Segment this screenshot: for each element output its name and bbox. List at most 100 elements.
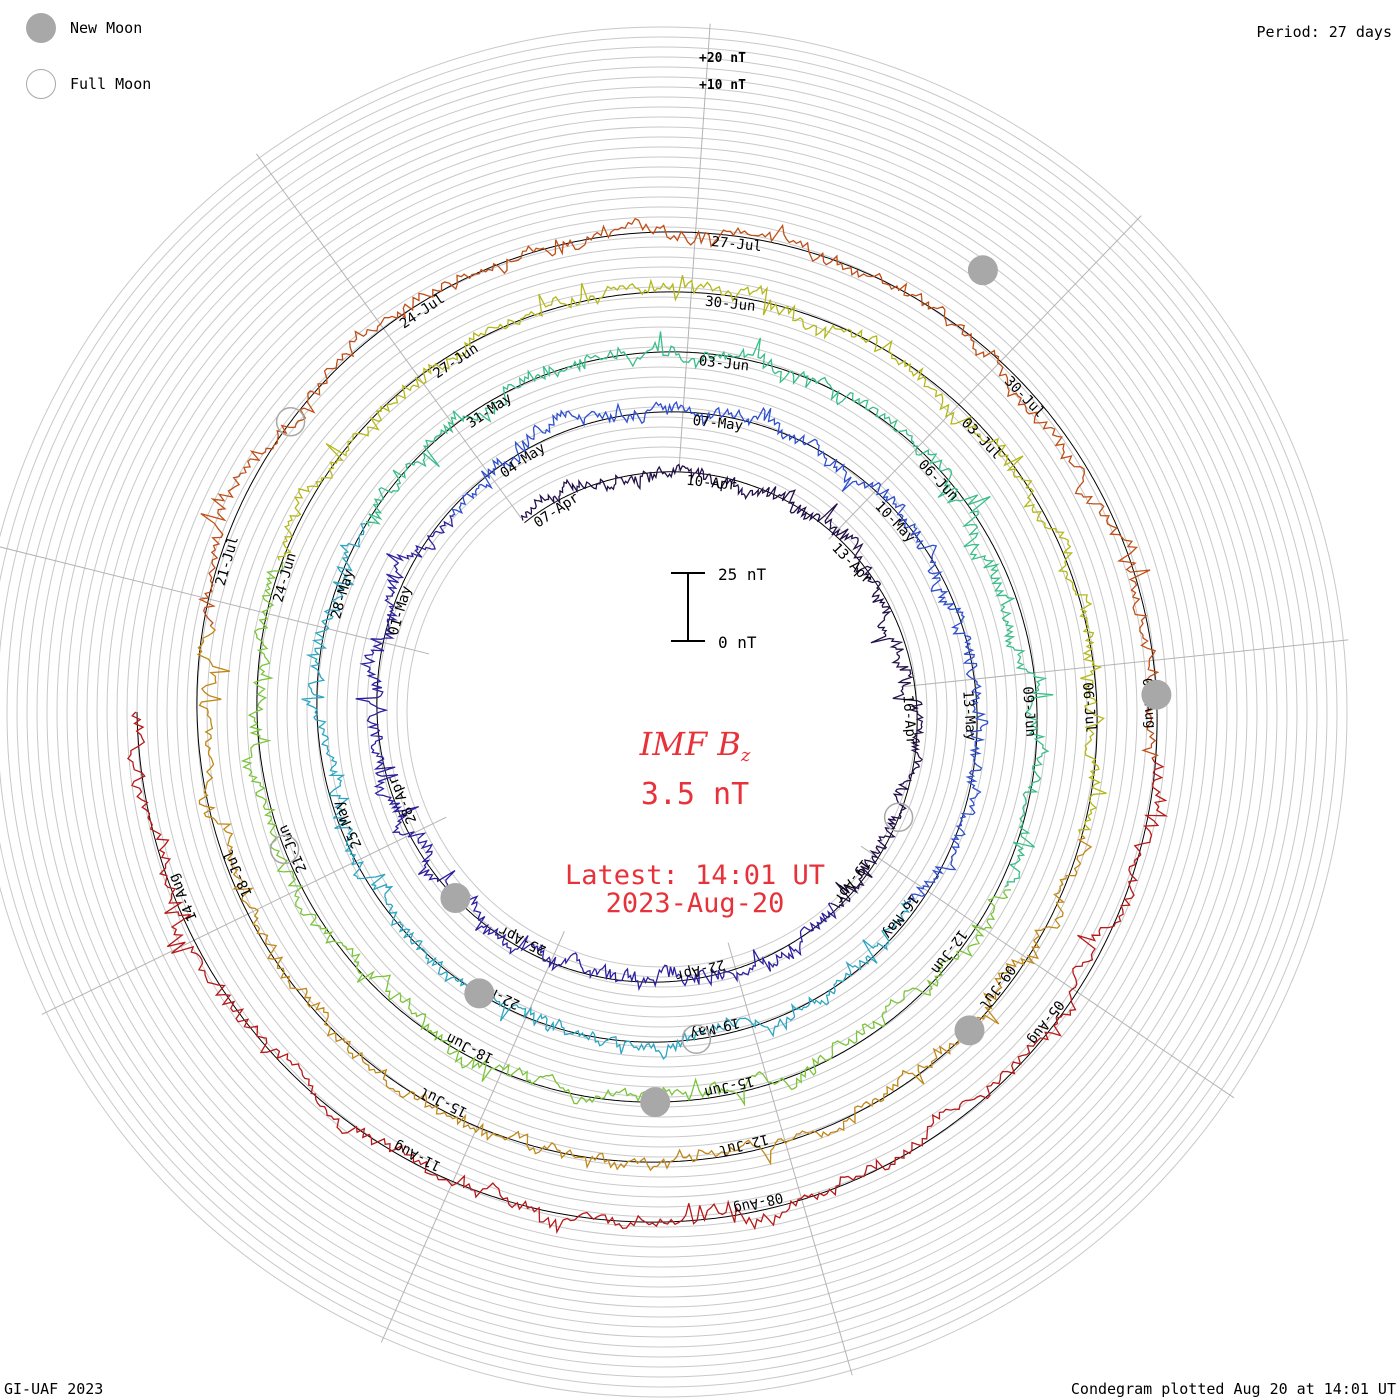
data-series-segment [365,331,1054,888]
grid-circle [156,206,1168,1218]
date-label: 18-Jun [444,1030,496,1067]
legend-full-moon: Full Moon [26,69,151,99]
full-moon-marker [883,802,914,833]
grid-circle [356,406,968,1018]
grid-spoke [900,639,1349,688]
data-series-segment [520,463,925,909]
grid-circle [236,286,1088,1138]
date-label: 19-May [688,1014,741,1042]
grid-circle [16,66,1308,1358]
new-moon-marker [1141,679,1172,710]
date-label: 09-Jun [1019,686,1038,738]
grid-circle [0,46,1328,1378]
grid-circle [186,236,1138,1188]
grid-circle [386,436,938,988]
moon-markers-layer [269,255,1172,1118]
date-label: 16-Apr [899,694,918,746]
date-label: 12-Jul [717,1131,770,1159]
grid-circle [306,356,1018,1068]
chart-title: IMF Bz [0,725,1390,766]
data-series-segment [197,217,1169,759]
date-label: 10-Apr [685,473,737,494]
scale-bar-top-label: 25 nT [718,565,767,584]
latest-time: Latest: 14:01 UT [564,860,826,891]
data-series-segment [126,711,1169,1235]
spokes-layer [0,23,1349,1376]
grid-circle [206,256,1118,1168]
latest-date: 2023-Aug-20 [605,888,785,919]
grid-circle [0,36,1338,1388]
grid-circle [126,176,1198,1248]
grid-circle [66,116,1258,1308]
ref-label-plus20: +20 nT [699,51,746,66]
date-label: 10-May [872,498,919,545]
grid-spoke [41,816,447,1015]
new-moon-icon [26,13,56,43]
date-label: 13-May [959,690,978,742]
grid-circle [36,86,1288,1338]
grid-circle [336,386,988,1038]
date-label: 15-Jun [703,1072,756,1100]
data-series-segment [240,561,1011,1107]
new-moon-marker [640,1087,671,1118]
grid-circle [216,266,1108,1158]
chart-title-main: IMF B [639,725,741,763]
date-label: 22-Apr [674,956,727,984]
full-moon-icon [26,69,56,99]
legend-new-moon: New Moon [26,13,142,43]
date-label: 15-Jul [417,1084,469,1121]
date-label: 13-Apr [828,540,875,587]
grid-spoke [828,215,1142,540]
grid-circle [6,56,1318,1368]
data-series-segment [277,275,1107,834]
grid-circle [286,336,1038,1088]
chart-title-sub: z [740,745,751,766]
footer-credit: GI-UAF 2023 [4,1380,104,1398]
date-label: 04-May [498,440,549,482]
current-value: 3.5 nT [640,777,750,812]
date-label: 07-May [692,413,744,434]
legend-new-moon-label: New Moon [70,19,143,37]
reference-rings [136,231,1158,1223]
full-moon-marker [275,407,306,437]
new-moon-marker [440,883,471,913]
grid-circle [176,226,1148,1198]
grid-spoke [727,942,853,1376]
zero-reference-spiral [136,231,1158,1223]
grid-circle [396,446,928,978]
grid-circle [46,96,1278,1328]
date-label: 06-Jul [1079,682,1098,734]
grid-circle [116,166,1208,1258]
date-label: 30-Jun [704,294,756,315]
grid-spoke [678,23,711,473]
date-label: 30-Jul [1001,373,1048,420]
grid-circle [76,126,1248,1298]
date-label: 03-Jun [698,353,750,374]
grid-circle [246,296,1078,1128]
grid-circle [326,376,998,1048]
full-moon-marker [269,834,300,865]
grid-layer [0,26,1348,1398]
date-label: 31-May [464,390,515,432]
data-series-segment [451,400,989,903]
grid-circle [96,146,1228,1278]
grid-circle [106,156,1218,1268]
period-label: Period: 27 days [1256,23,1392,41]
grid-circle [366,416,958,1008]
grid-circle [0,26,1348,1398]
grid-spoke [380,931,565,1343]
date-label: 07-Apr [531,490,582,532]
scale-bar-bottom-label: 0 nT [718,633,757,652]
footer-plot-time: Condegram plotted Aug 20 at 14:01 UT [1070,1380,1396,1398]
date-label: 25-Apr [496,922,548,959]
new-moon-marker [954,1015,985,1046]
new-moon-marker [464,978,495,1009]
new-moon-marker [967,255,998,286]
grid-circle [266,316,1058,1108]
scale-bar: 25 nT 0 nT [671,565,767,652]
legend-full-moon-label: Full Moon [70,75,152,93]
grid-circle [146,196,1178,1228]
grid-circle [56,106,1268,1318]
grid-circle [26,76,1298,1348]
